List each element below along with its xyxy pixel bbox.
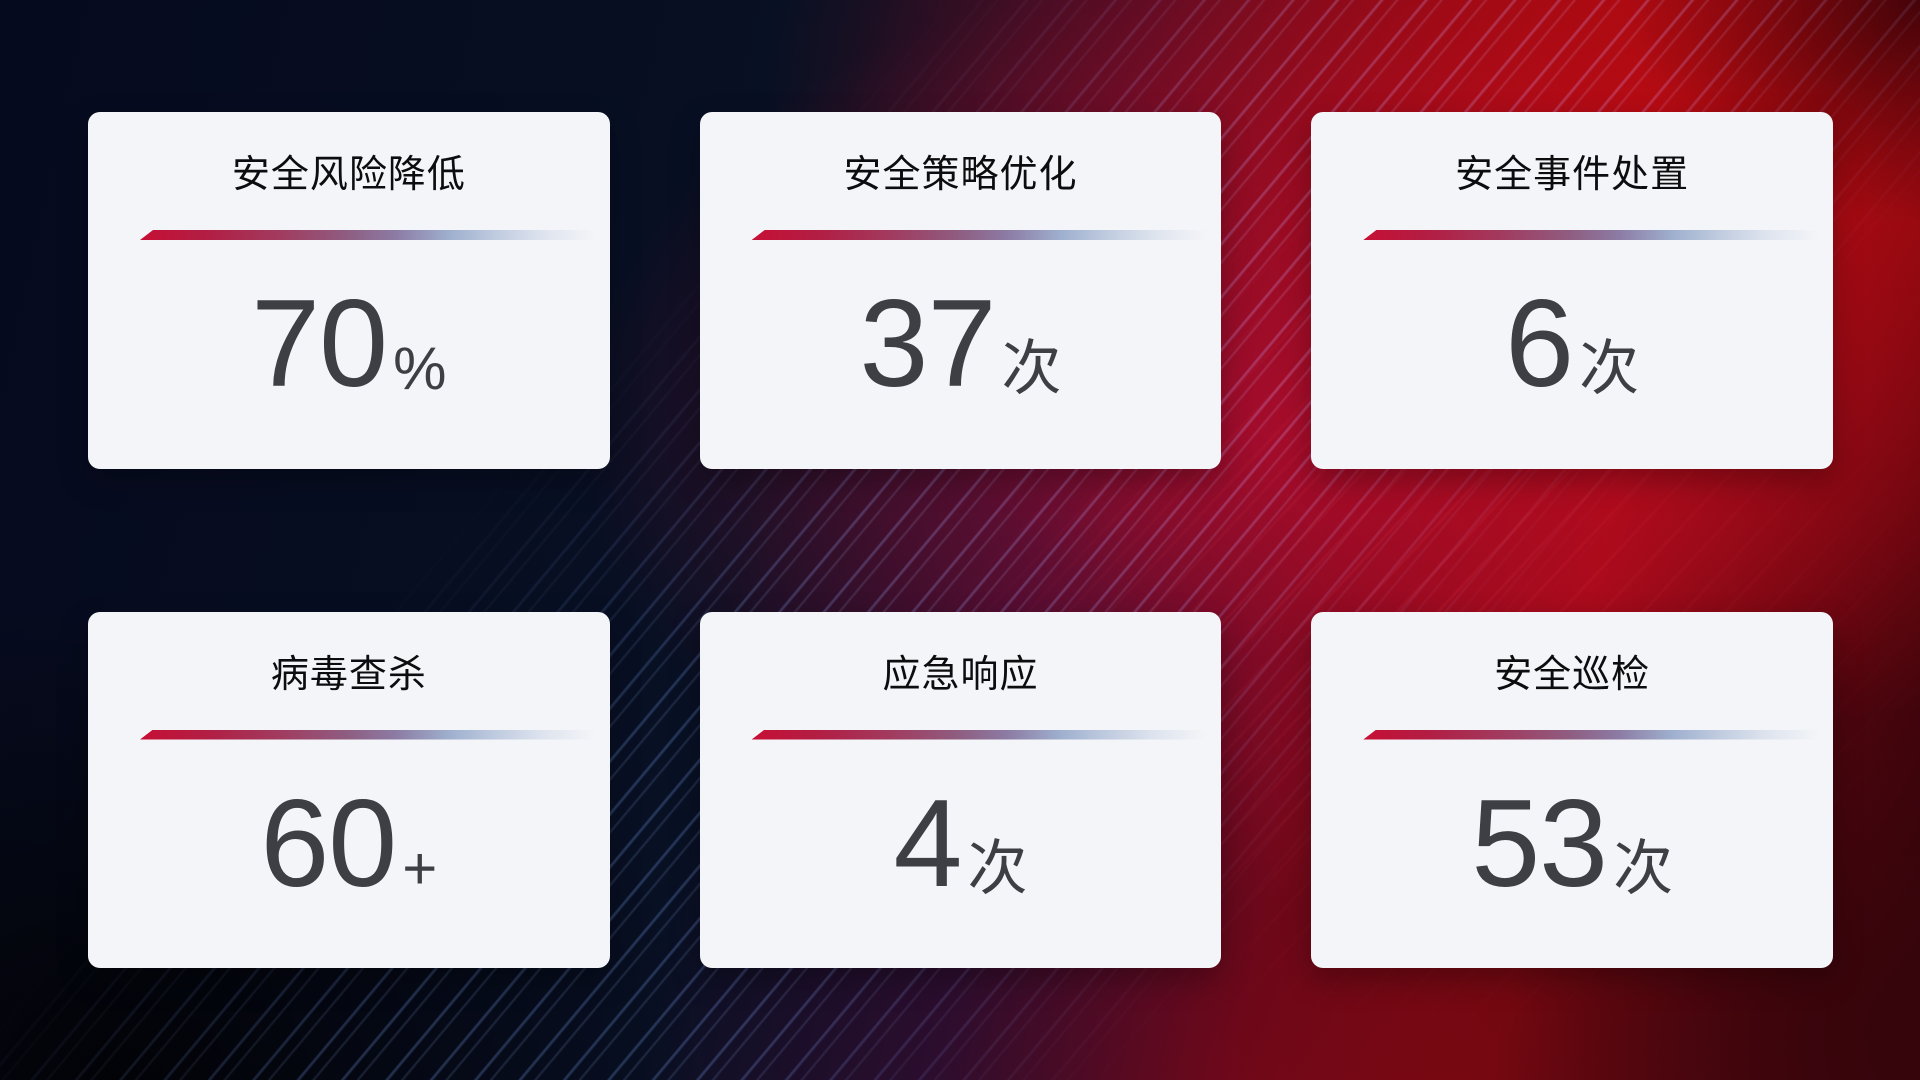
stat-card-incident-handling: 安全事件处置 6 次	[1311, 112, 1833, 469]
stat-cards-grid: 安全风险降低 70 % 安全策略优化 37 次 安全事件处置 6 次 病毒查	[88, 112, 1833, 968]
gradient-divider	[140, 230, 596, 240]
card-title: 安全事件处置	[1455, 154, 1690, 196]
card-value: 53	[1471, 774, 1608, 913]
stat-card-virus-scan: 病毒查杀 60 +	[88, 611, 610, 968]
card-value-suffix: 次	[967, 834, 1028, 902]
card-value: 60	[260, 774, 397, 913]
card-title: 安全策略优化	[843, 154, 1078, 196]
stat-card-security-inspection: 安全巡检 53 次	[1311, 611, 1833, 968]
card-value: 70	[251, 275, 388, 413]
card-value-row: 4 次	[700, 782, 1222, 906]
gradient-divider	[751, 230, 1208, 240]
card-value: 6	[1505, 275, 1574, 413]
card-title: 应急响应	[882, 653, 1039, 696]
card-value: 4	[893, 774, 963, 913]
card-value-row: 53 次	[1311, 782, 1833, 906]
card-title: 安全风险降低	[231, 154, 466, 196]
stat-card-emergency-response: 应急响应 4 次	[699, 611, 1222, 968]
card-value-row: 37 次	[700, 282, 1222, 406]
card-value-row: 60 +	[88, 782, 610, 906]
gradient-divider	[1363, 230, 1819, 240]
gradient-divider	[140, 729, 596, 740]
card-value-suffix: 次	[1579, 335, 1640, 402]
card-title: 病毒查杀	[270, 653, 427, 696]
card-value-suffix: 次	[1001, 335, 1062, 402]
stat-card-policy-optimization: 安全策略优化 37 次	[699, 112, 1222, 469]
card-value-suffix: %	[393, 335, 447, 402]
card-value-suffix: +	[402, 834, 438, 902]
gradient-divider	[751, 729, 1208, 740]
card-value-suffix: 次	[1613, 834, 1674, 902]
gradient-divider	[1363, 729, 1819, 740]
card-title: 安全巡检	[1494, 653, 1651, 696]
stat-card-security-risk-reduction: 安全风险降低 70 %	[88, 112, 610, 469]
card-value: 37	[859, 275, 997, 413]
card-value-row: 6 次	[1311, 282, 1833, 406]
card-value-row: 70 %	[88, 282, 610, 406]
